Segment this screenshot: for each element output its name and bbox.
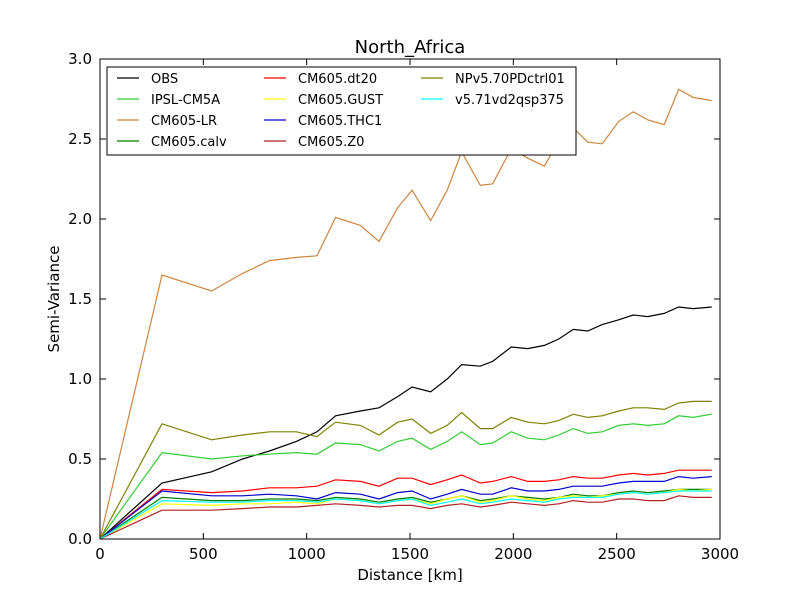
series-layer — [100, 88, 712, 539]
legend-label: v5.71vd2qsp375 — [455, 93, 564, 108]
legend-label: CM605.Z0 — [298, 135, 364, 150]
legend-box — [106, 66, 577, 156]
legend-label: CM605-LR — [151, 114, 217, 129]
legend-label: CM605.THC1 — [298, 114, 382, 129]
y-tick-label: 2.5 — [68, 130, 92, 148]
x-tick-label: 1000 — [288, 545, 326, 563]
x-tick-label: 0 — [95, 545, 105, 563]
x-tick-label: 2000 — [494, 545, 532, 563]
y-tick-label: 1.5 — [68, 290, 92, 308]
legend-label: NPv5.70PDctrl01 — [455, 72, 565, 87]
series-line-ipsl-cm5a — [100, 413, 712, 539]
legend-label: CM605.dt20 — [298, 72, 377, 87]
legend-label: OBS — [151, 72, 178, 87]
series-line-npv5-70pdctrl01 — [100, 400, 712, 539]
legend-label: CM605.GUST — [298, 93, 383, 108]
series-line-v5-71vd2qsp375 — [100, 490, 712, 539]
ticks-layer: 0 500 1000 1500 2000 2500 3000 0.0 0.5 1.0 1.5 2.0 2… — [68, 50, 739, 563]
x-tick-label: 2500 — [598, 545, 636, 563]
series-line-cm605-calv — [100, 488, 712, 539]
y-tick-label: 0.0 — [68, 530, 92, 548]
series-line-cm605-lr — [100, 88, 712, 539]
series-line-cm605-dt20 — [100, 469, 712, 539]
x-tick-label: 1500 — [391, 545, 429, 563]
y-axis-title: Semi-Variance — [45, 246, 63, 353]
legend: OBS IPSL-CM5A CM605-LR CM605.calv CM605.dt20… — [106, 66, 577, 156]
x-tick-label: 3000 — [701, 545, 739, 563]
y-tick-label: 0.5 — [68, 450, 92, 468]
series-line-cm605-z0 — [100, 495, 712, 539]
legend-label: IPSL-CM5A — [151, 93, 220, 108]
x-tick-label: 500 — [189, 545, 218, 563]
chart-title: North_Africa — [355, 37, 466, 58]
legend-label: CM605.calv — [151, 135, 227, 150]
y-tick-label: 1.0 — [68, 370, 92, 388]
y-tick-label: 3.0 — [68, 50, 92, 68]
series-line-cm605-thc1 — [100, 475, 712, 539]
series-line-obs — [100, 306, 712, 539]
y-tick-label: 2.0 — [68, 210, 92, 228]
x-axis-title: Distance [km] — [357, 566, 462, 584]
